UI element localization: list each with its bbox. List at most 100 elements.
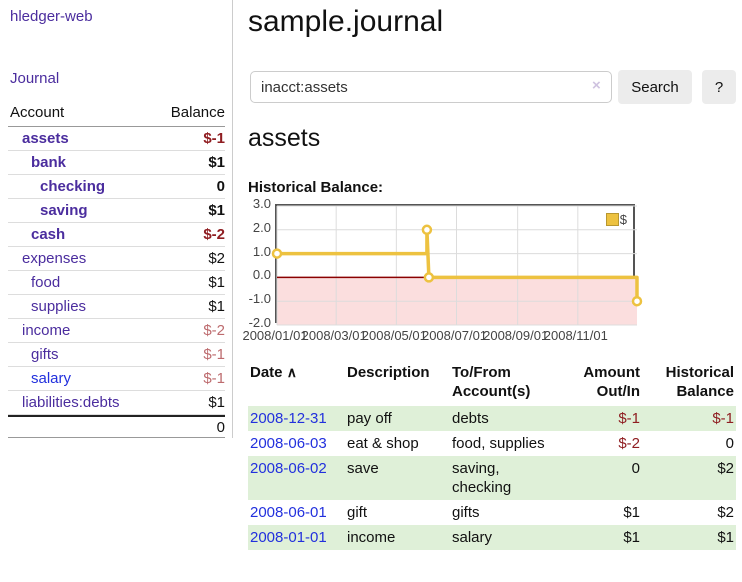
transaction-date-link[interactable]: 2008-12-31 <box>250 410 327 427</box>
account-balance: $2 <box>208 250 225 267</box>
clear-search-icon[interactable]: × <box>592 77 601 94</box>
help-button[interactable]: ? <box>702 70 736 104</box>
account-link-income[interactable]: income <box>22 322 71 339</box>
register-row[interactable]: 2008-12-31 pay off debts $-1 $-1 <box>248 406 736 431</box>
search-input[interactable] <box>250 71 612 103</box>
transaction-description: pay off <box>345 406 450 431</box>
account-balance: $-2 <box>203 322 225 339</box>
balance-column-header: Balance <box>170 104 225 121</box>
transaction-accounts: food, supplies <box>452 435 545 452</box>
account-link-cash[interactable]: cash <box>31 226 66 243</box>
account-balance: $1 <box>208 394 225 411</box>
chart-legend: $ <box>604 211 628 228</box>
x-tick-label: 2008/01/01 <box>242 328 308 343</box>
account-row: liabilities:debts $1 <box>8 391 225 415</box>
sort-ascending-icon: ∧ <box>286 364 297 380</box>
y-tick-label: 0.0 <box>252 267 271 283</box>
accounts-table-header: Account Balance <box>8 102 225 127</box>
account-row: expenses $2 <box>8 247 225 271</box>
transaction-date-link[interactable]: 2008-06-03 <box>250 435 327 452</box>
account-row: gifts $-1 <box>8 343 225 367</box>
account-row: assets $-1 <box>8 127 225 151</box>
register-row[interactable]: 2008-01-01 income salary $1 $1 <box>248 525 736 550</box>
sidebar: hledger-web Journal Account Balance asse… <box>0 0 233 438</box>
account-link-bank[interactable]: bank <box>31 154 67 171</box>
transaction-date-link[interactable]: 2008-06-01 <box>250 504 327 521</box>
account-balance: $1 <box>208 298 225 315</box>
account-link-assets[interactable]: assets <box>22 130 69 147</box>
col-date[interactable]: Date ∧ <box>248 360 345 406</box>
transaction-date-link[interactable]: 2008-06-02 <box>250 460 327 477</box>
historical-balance-chart: 3.0 2.0 1.0 0.0 -1.0 -2.0 $ 2008/01/01 2008/03… <box>242 196 668 348</box>
transaction-balance: 0 <box>725 435 734 452</box>
register-header-row: Date ∧ Description To/From Account(s) Am… <box>248 360 736 406</box>
account-balance: $1 <box>208 274 225 291</box>
x-tick-label: 2008/07/01 <box>421 328 488 343</box>
transaction-description: eat & shop <box>347 435 419 452</box>
chart-title: Historical Balance: <box>248 179 384 196</box>
accounts-total-row: 0 <box>8 415 225 438</box>
y-tick-label: -1.0 <box>248 291 271 307</box>
y-tick-label: 2.0 <box>252 219 271 235</box>
chart-plot-area: $ <box>271 204 643 326</box>
register-table: Date ∧ Description To/From Account(s) Am… <box>248 360 736 550</box>
x-tick-label: 2008/11/01 <box>543 328 608 343</box>
account-link-checking[interactable]: checking <box>40 178 106 195</box>
transaction-accounts: debts <box>450 406 580 431</box>
col-amount: Amount Out/In <box>583 364 640 400</box>
chart-x-axis: 2008/01/01 2008/03/01 2008/05/01 2008/07/01… <box>242 328 635 346</box>
transaction-amount: $1 <box>623 504 640 521</box>
account-row: salary $-1 <box>8 367 225 391</box>
legend-label: $ <box>619 212 627 227</box>
app-title-link[interactable]: hledger-web <box>10 8 93 25</box>
register-row[interactable]: 2008-06-02 save saving, checking 0 $2 <box>248 456 736 500</box>
transaction-accounts: gifts <box>452 504 480 521</box>
y-tick-label: -2.0 <box>248 315 271 330</box>
col-date-label: Date <box>250 364 283 381</box>
x-tick-label: 2008/09/01 <box>483 328 549 343</box>
register-row[interactable]: 2008-06-03 eat & shop food, supplies $-2… <box>248 431 736 456</box>
account-balance: $-1 <box>203 370 225 387</box>
account-row: income $-2 <box>8 319 225 343</box>
account-heading: assets <box>248 124 321 152</box>
chart-y-axis: 3.0 2.0 1.0 0.0 -1.0 -2.0 <box>248 196 272 330</box>
col-description: Description <box>347 364 430 381</box>
accounts-total-value: 0 <box>216 418 225 436</box>
transaction-balance: $1 <box>642 525 736 550</box>
account-balance: 0 <box>216 178 225 195</box>
transaction-balance: $2 <box>717 504 734 521</box>
account-link-expenses[interactable]: expenses <box>22 250 87 267</box>
account-row: saving $1 <box>8 199 225 223</box>
transaction-amount: $-2 <box>618 435 640 452</box>
sidebar-item-journal[interactable]: Journal <box>10 70 60 87</box>
accounts-table: Account Balance assets $-1 bank $1 check… <box>8 102 225 438</box>
account-balance: $-2 <box>203 226 225 243</box>
transaction-balance: $2 <box>642 456 736 500</box>
col-balance: Historical Balance <box>665 364 734 400</box>
transaction-accounts: salary <box>450 525 580 550</box>
account-row: checking 0 <box>8 175 225 199</box>
account-row: food $1 <box>8 271 225 295</box>
account-link-gifts[interactable]: gifts <box>31 346 59 363</box>
account-row: supplies $1 <box>8 295 225 319</box>
account-row: bank $1 <box>8 151 225 175</box>
account-link-liabilities-debts[interactable]: liabilities:debts <box>22 394 120 411</box>
col-accounts: To/From Account(s) <box>452 364 531 400</box>
x-tick-label: 2008/03/01 <box>301 328 367 343</box>
account-link-food[interactable]: food <box>31 274 61 291</box>
chart-canvas <box>271 205 643 326</box>
y-tick-label: 3.0 <box>252 196 271 211</box>
y-tick-label: 1.0 <box>252 243 271 259</box>
search-button[interactable]: Search <box>618 70 692 104</box>
transaction-date-link[interactable]: 2008-01-01 <box>250 529 327 546</box>
transaction-amount: $1 <box>580 525 642 550</box>
transaction-description: income <box>345 525 450 550</box>
transaction-amount: $-1 <box>580 406 642 431</box>
transaction-description: gift <box>347 504 368 521</box>
account-link-salary[interactable]: salary <box>31 370 72 387</box>
account-link-saving[interactable]: saving <box>40 202 88 219</box>
account-link-supplies[interactable]: supplies <box>31 298 87 315</box>
account-balance: $1 <box>208 154 225 171</box>
transaction-description: save <box>345 456 450 500</box>
register-row[interactable]: 2008-06-01 gift gifts $1 $2 <box>248 500 736 525</box>
